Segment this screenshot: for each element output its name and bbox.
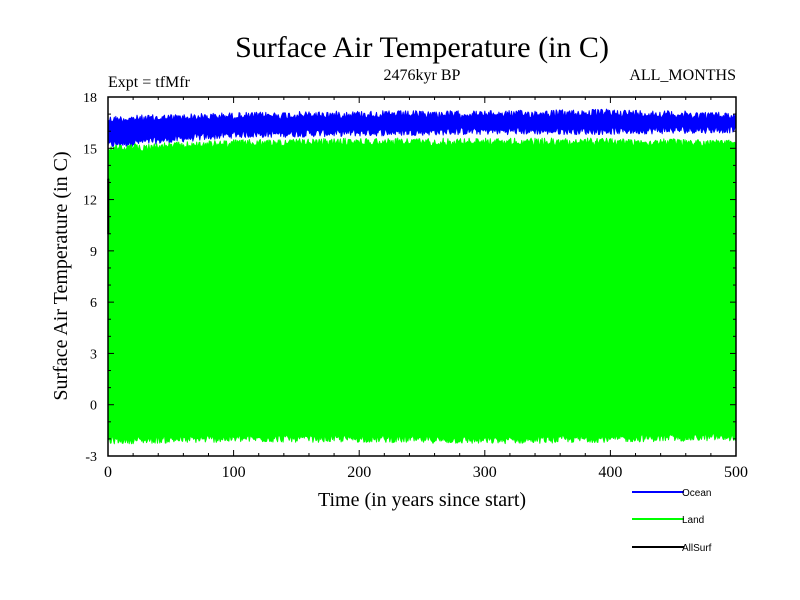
chart-title: Surface Air Temperature (in C) (235, 31, 609, 64)
y-tick-label: 3 (90, 347, 97, 362)
x-tick-label: 500 (724, 464, 748, 481)
series-layer (107, 108, 737, 445)
series-band-land (107, 137, 737, 445)
y-axis-label: Surface Air Temperature (in C) (50, 151, 72, 400)
experiment-label: Expt = tfMfr (108, 74, 191, 91)
x-tick-label: 100 (222, 464, 246, 481)
chart-subtitle: 2476kyr BP (384, 67, 461, 84)
x-axis-label: Time (in years since start) (318, 489, 526, 511)
plot-frame (107, 96, 737, 457)
x-tick-label: 300 (473, 464, 497, 481)
y-tick-label: 18 (83, 91, 97, 106)
x-tick-label: 200 (347, 464, 371, 481)
legend-label-land: Land (682, 515, 704, 526)
period-label: ALL_MONTHS (629, 67, 736, 84)
legend-label-allsurf: AllSurf (682, 543, 712, 554)
y-tick-label: -3 (85, 450, 97, 465)
x-axis-ticks: 0 100 200 300 400 500 (104, 97, 748, 481)
x-tick-label: 400 (598, 464, 622, 481)
legend-label-ocean: Ocean (682, 488, 711, 499)
chart-legend: Ocean Land AllSurf (632, 488, 712, 554)
y-tick-label: 12 (83, 194, 97, 209)
y-tick-label: 0 (90, 399, 97, 414)
y-tick-label: 6 (90, 296, 97, 311)
x-tick-label: 0 (104, 464, 112, 481)
y-tick-label: 9 (90, 245, 97, 260)
y-tick-label: 15 (83, 142, 97, 157)
y-axis-ticks: -3 0 3 6 9 12 15 18 (83, 91, 736, 465)
